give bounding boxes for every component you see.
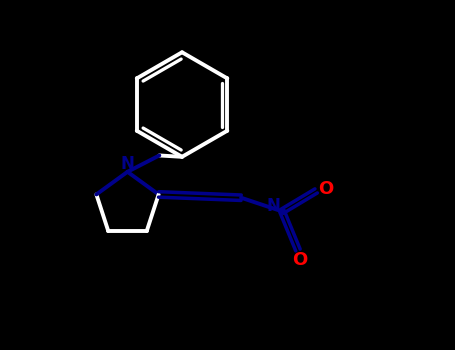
Text: N: N <box>121 155 134 173</box>
Text: O: O <box>318 180 334 198</box>
Text: O: O <box>293 251 308 269</box>
Text: N: N <box>267 197 281 215</box>
